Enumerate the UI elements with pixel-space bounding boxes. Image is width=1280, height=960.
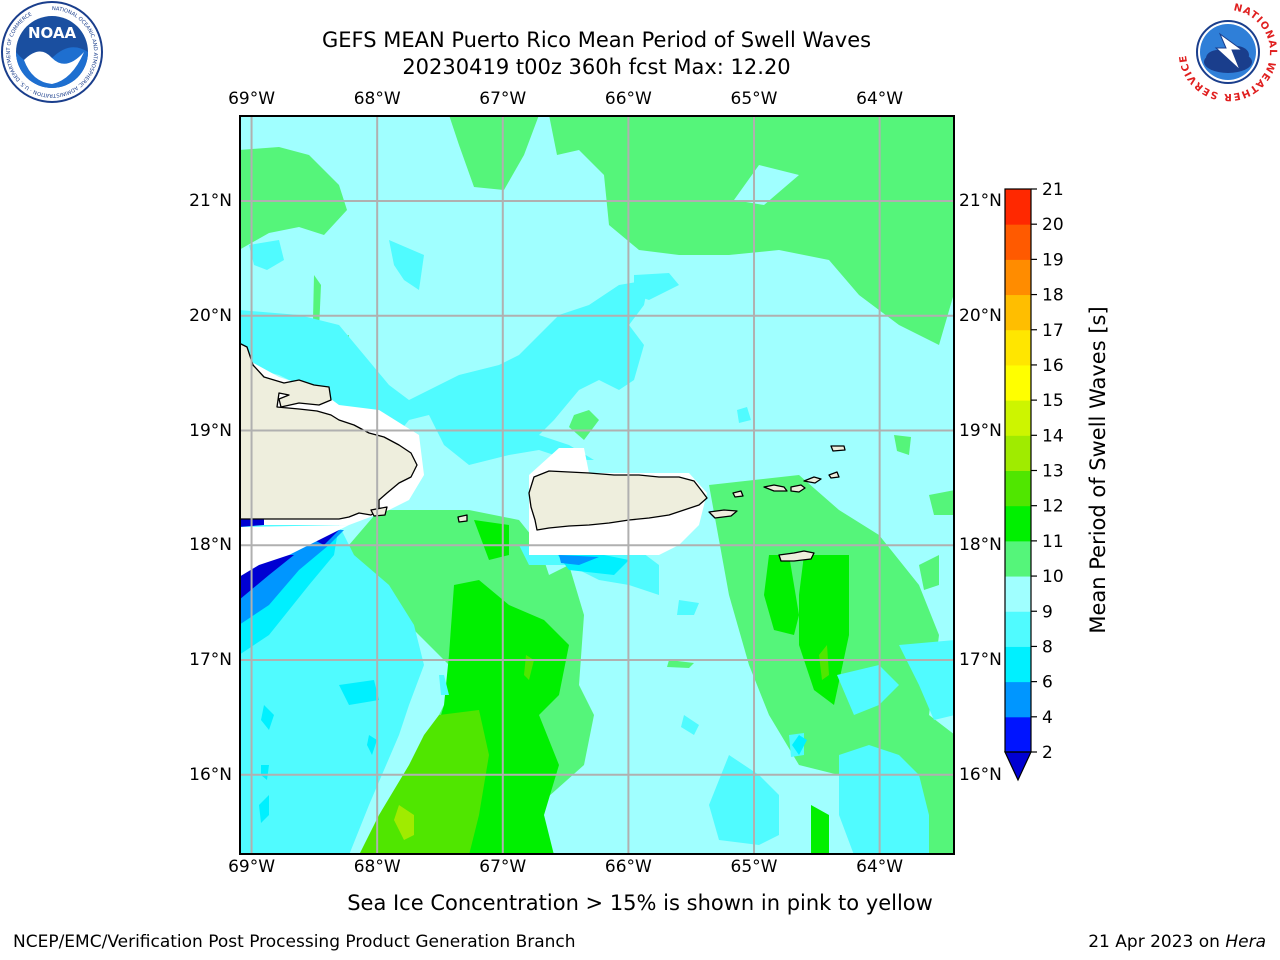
colorbar-segment (1005, 576, 1031, 612)
footer-date-text: 21 Apr 2023 on (1088, 932, 1226, 952)
culebra-island (732, 490, 744, 498)
colorbar-tick-label: 10 (1042, 567, 1064, 587)
colorbar-tick-label: 18 (1042, 286, 1064, 306)
tortola-island (803, 476, 822, 484)
colorbar-tick-label: 21 (1042, 180, 1064, 200)
colorbar-segment (1005, 364, 1031, 401)
chart-title-line-1: GEFS MEAN Puerto Rico Mean Period of Swe… (321, 28, 872, 52)
lon-tick-label-bottom: 65°W (730, 857, 778, 877)
colorbar-segment (1005, 189, 1031, 225)
st-croix-island (778, 550, 815, 562)
field-11-12s (359, 645, 829, 855)
colorbar-tick-label: 9 (1042, 602, 1053, 622)
lon-tick-label-bottom: 67°W (479, 857, 527, 877)
lon-tick-label-bottom: 69°W (228, 857, 276, 877)
colorbar-tick-label: 6 (1042, 673, 1053, 693)
colorbar-segment (1005, 646, 1031, 683)
lat-tick-label-right: 17°N (959, 649, 1002, 670)
colorbar-tick-label: 8 (1042, 637, 1053, 657)
lat-tick-label-right: 19°N (959, 420, 1002, 441)
colorbar-segment (1005, 224, 1031, 260)
lon-tick-label-bottom: 68°W (353, 857, 401, 877)
colorbar-segment (1005, 716, 1031, 753)
lon-tick-label-top: 68°W (353, 89, 401, 109)
map-panel (239, 115, 955, 855)
vieques-island (708, 509, 738, 519)
chart-title-line-2: 20230419 t00z 360h fcst Max: 12.20 (402, 55, 791, 79)
colorbar-tick-label: 13 (1042, 462, 1064, 482)
lat-tick-label-left: 18°N (189, 535, 232, 556)
lon-tick-label-top: 64°W (856, 89, 904, 109)
colorbar-tick-label: 15 (1042, 391, 1064, 411)
chart-subtitle: Sea Ice Concentration > 15% is shown in … (0, 891, 1280, 915)
lon-tick-label-top: 69°W (228, 89, 276, 109)
lat-tick-label-right: 18°N (959, 535, 1002, 556)
virgin-gorda-island (828, 471, 840, 479)
st-john-island (790, 484, 806, 493)
colorbar-segment (1005, 611, 1031, 647)
colorbar-tick-label: 16 (1042, 356, 1064, 376)
colorbar-segment (1005, 329, 1031, 366)
colorbar-tick-label: 11 (1042, 532, 1064, 552)
graticule (239, 115, 955, 855)
footer-host: Hera (1225, 932, 1266, 952)
colorbar-segment (1005, 259, 1031, 296)
lon-tick-label-top: 66°W (604, 89, 652, 109)
lat-tick-label-left: 20°N (189, 305, 232, 326)
colorbar-under-extension (1004, 751, 1032, 782)
colorbar-tick-label: 12 (1042, 497, 1064, 517)
lat-tick-label-left: 21°N (189, 191, 232, 212)
colorbar-label: Mean Period of Swell Waves [s] (1086, 306, 1110, 634)
beata-island (370, 506, 388, 517)
map-frame (239, 115, 955, 855)
noaa-logo: NATIONAL OCEANIC AND ATMOSPHERIC ADMINIS… (1, 1, 103, 103)
colorbar-segment (1005, 540, 1031, 577)
lat-tick-label-right: 20°N (959, 305, 1002, 326)
footer-credit: NCEP/EMC/Verification Post Processing Pr… (13, 932, 576, 952)
colorbar-segment (1005, 470, 1031, 507)
noaa-logo-text: NOAA (28, 24, 77, 42)
colorbar: 2 4 6 8 9 10 11 12 13 14 15 16 17 18 19 20 21 (1004, 180, 1064, 782)
lon-tick-label-bottom: 66°W (604, 857, 652, 877)
colorbar-tick-label: 20 (1042, 215, 1064, 235)
nws-logo: NATIONAL WEATHER SERVICE (1178, 2, 1277, 102)
mona-island (457, 514, 468, 523)
colorbar-tick-label: 19 (1042, 250, 1064, 270)
colorbar-tick-label: 17 (1042, 321, 1064, 341)
lat-tick-label-left: 19°N (189, 420, 232, 441)
colorbar-tick-label: 4 (1042, 708, 1053, 728)
lon-tick-label-top: 65°W (730, 89, 778, 109)
colorbar-segment (1005, 400, 1031, 436)
lon-tick-label-bottom: 64°W (856, 857, 904, 877)
field-12-13s (394, 805, 414, 840)
footer-date: 21 Apr 2023 on Hera (1088, 932, 1266, 952)
colorbar-segment (1005, 681, 1031, 718)
anegada-island (830, 445, 846, 452)
puerto-rico-land (528, 470, 708, 531)
colorbar-tick-label: 14 (1042, 426, 1064, 446)
field-2-4s (239, 530, 599, 625)
lat-tick-label-left: 17°N (189, 649, 232, 670)
colorbar-tick-label: 2 (1042, 743, 1053, 763)
lat-tick-label-right: 16°N (959, 764, 1002, 785)
lat-tick-label-right: 21°N (959, 191, 1002, 212)
colorbar-segment (1005, 294, 1031, 331)
lat-tick-label-left: 16°N (189, 764, 232, 785)
colorbar-segment (1005, 505, 1031, 542)
st-thomas-island (763, 484, 788, 492)
chart-subtitle-text: Sea Ice Concentration > 15% is shown in … (347, 891, 933, 915)
colorbar-segment (1005, 435, 1031, 471)
lon-tick-label-top: 67°W (479, 89, 527, 109)
